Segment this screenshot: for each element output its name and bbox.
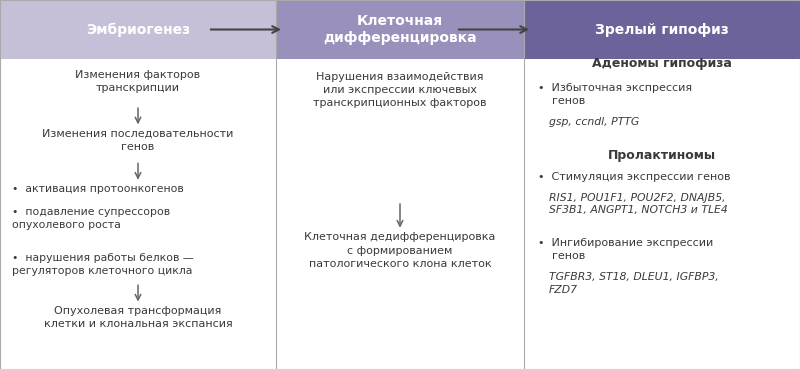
Text: gsp, ccndl, PTTG: gsp, ccndl, PTTG (549, 117, 639, 127)
Text: Клеточная дедифференцировка
с формированием
патологического клона клеток: Клеточная дедифференцировка с формирован… (304, 232, 496, 269)
Bar (276, 0, 524, 59)
Text: Изменения последовательности
генов: Изменения последовательности генов (42, 129, 234, 152)
Text: •  Избыточная экспрессия
    генов: • Избыточная экспрессия генов (538, 83, 693, 106)
Text: •  нарушения работы белков —
регуляторов клеточного цикла: • нарушения работы белков — регуляторов … (12, 253, 194, 276)
Text: •  Стимуляция экспрессии генов: • Стимуляция экспрессии генов (538, 172, 731, 182)
Text: Пролактиномы: Пролактиномы (608, 149, 716, 162)
Text: •  активация протоонкогенов: • активация протоонкогенов (12, 184, 184, 194)
Text: Зрелый гипофиз: Зрелый гипофиз (595, 23, 729, 37)
Bar (0, 0, 276, 59)
Text: Клеточная
дифференцировка: Клеточная дифференцировка (323, 14, 477, 45)
Text: TGFBR3, ST18, DLEU1, IGFBP3,
FZD7: TGFBR3, ST18, DLEU1, IGFBP3, FZD7 (549, 272, 718, 295)
Text: •  Ингибирование экспрессии
    генов: • Ингибирование экспрессии генов (538, 238, 714, 261)
Text: Опухолевая трансформация
клетки и клональная экспансия: Опухолевая трансформация клетки и клонал… (44, 306, 232, 329)
Text: •  подавление супрессоров
опухолевого роста: • подавление супрессоров опухолевого рос… (12, 207, 170, 230)
Text: RIS1, POU1F1, POU2F2, DNAJB5,
SF3B1, ANGPT1, NOTCH3 и TLE4: RIS1, POU1F1, POU2F2, DNAJB5, SF3B1, ANG… (549, 193, 727, 215)
Text: Изменения факторов
транскрипции: Изменения факторов транскрипции (75, 70, 201, 93)
Text: Эмбриогенез: Эмбриогенез (86, 23, 190, 37)
Text: Аденомы гипофиза: Аденомы гипофиза (592, 57, 732, 70)
Text: Нарушения взаимодействия
или экспрессии ключевых
транскрипционных факторов: Нарушения взаимодействия или экспрессии … (314, 72, 486, 108)
Bar (524, 0, 800, 59)
